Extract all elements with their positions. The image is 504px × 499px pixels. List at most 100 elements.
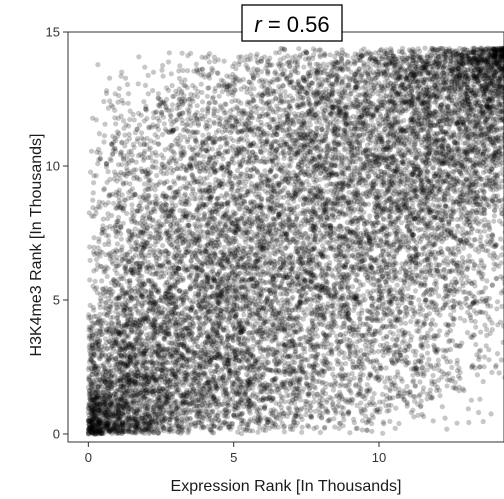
scatter-point [469, 71, 475, 77]
scatter-point [442, 348, 448, 354]
scatter-point [380, 179, 386, 185]
scatter-point [350, 247, 357, 253]
scatter-point [283, 310, 289, 316]
scatter-point [236, 175, 242, 182]
scatter-point [267, 167, 273, 173]
scatter-point [387, 388, 393, 394]
scatter-point [222, 223, 228, 230]
scatter-point [450, 322, 456, 328]
scatter-point [191, 338, 197, 344]
plot-panel [67, 31, 504, 443]
scatter-point [499, 160, 504, 166]
scatter-point [113, 405, 119, 411]
scatter-point [395, 200, 401, 206]
scatter-point [477, 199, 483, 205]
scatter-point [272, 251, 278, 257]
scatter-point [193, 353, 199, 359]
scatter-point [329, 213, 335, 219]
scatter-point [410, 93, 416, 99]
scatter-point [361, 292, 367, 299]
scatter-point [455, 71, 461, 77]
scatter-point [364, 147, 370, 153]
scatter-point [308, 107, 314, 113]
scatter-point [357, 377, 363, 383]
scatter-point [396, 237, 402, 243]
scatter-point [484, 103, 491, 109]
scatter-point [204, 189, 211, 195]
scatter-point [428, 364, 434, 370]
scatter-point [416, 357, 422, 363]
scatter-point [441, 70, 447, 77]
scatter-point [450, 157, 457, 163]
scatter-point [422, 58, 428, 64]
scatter-point [443, 355, 449, 361]
scatter-point [427, 272, 434, 278]
scatter-point [390, 382, 396, 388]
scatter-point [386, 186, 392, 192]
scatter-point [220, 214, 226, 220]
scatter-point [210, 256, 216, 262]
scatter-point [240, 353, 246, 360]
scatter-point [442, 190, 448, 196]
scatter-point [433, 171, 439, 177]
scatter-point [291, 187, 297, 193]
scatter-point [374, 188, 380, 194]
scatter-point [162, 196, 168, 202]
scatter-point [121, 325, 127, 331]
scatter-point [275, 156, 281, 162]
scatter-point [196, 282, 202, 288]
scatter-point [153, 110, 159, 116]
scatter-point [485, 62, 491, 68]
scatter-point [262, 168, 268, 174]
scatter-point [113, 348, 119, 355]
scatter-point [493, 242, 499, 248]
scatter-point [211, 168, 217, 174]
scatter-point [336, 109, 343, 115]
scatter-point [96, 421, 102, 427]
scatter-point [459, 280, 465, 286]
scatter-point [429, 299, 435, 305]
scatter-point [196, 396, 202, 403]
scatter-point [235, 336, 241, 342]
scatter-point [376, 399, 383, 405]
scatter-point [307, 108, 313, 114]
scatter-point [155, 430, 161, 436]
scatter-point [451, 303, 457, 309]
scatter-point [342, 113, 348, 119]
scatter-point [231, 406, 237, 412]
scatter-point [107, 98, 113, 104]
scatter-point [377, 195, 384, 201]
scatter-point [88, 148, 95, 154]
scatter-point [264, 204, 270, 210]
scatter-point [457, 61, 463, 67]
scatter-point [386, 270, 392, 276]
scatter-point [97, 431, 103, 437]
scatter-point [125, 91, 132, 97]
scatter-point [453, 268, 459, 274]
scatter-point [483, 60, 490, 66]
scatter-point [197, 386, 203, 393]
scatter-point [104, 311, 110, 317]
scatter-point [248, 56, 254, 62]
scatter-point [195, 70, 201, 76]
scatter-point [107, 75, 113, 81]
scatter-point [353, 79, 359, 85]
scatter-point [446, 287, 452, 293]
scatter-point [480, 82, 486, 89]
scatter-point [378, 365, 384, 371]
scatter-point [449, 176, 455, 182]
scatter-point [451, 184, 457, 190]
scatter-point [491, 56, 497, 62]
scatter-point [227, 369, 233, 375]
scatter-point [258, 98, 264, 104]
scatter-point [245, 294, 251, 300]
scatter-point [491, 218, 497, 224]
scatter-point [464, 266, 470, 272]
scatter-point [160, 243, 166, 249]
scatter-point [144, 115, 150, 122]
scatter-point [146, 422, 152, 428]
scatter-point [436, 293, 442, 299]
scatter-point [384, 408, 390, 414]
scatter-point [302, 277, 308, 283]
scatter-point [310, 353, 316, 359]
